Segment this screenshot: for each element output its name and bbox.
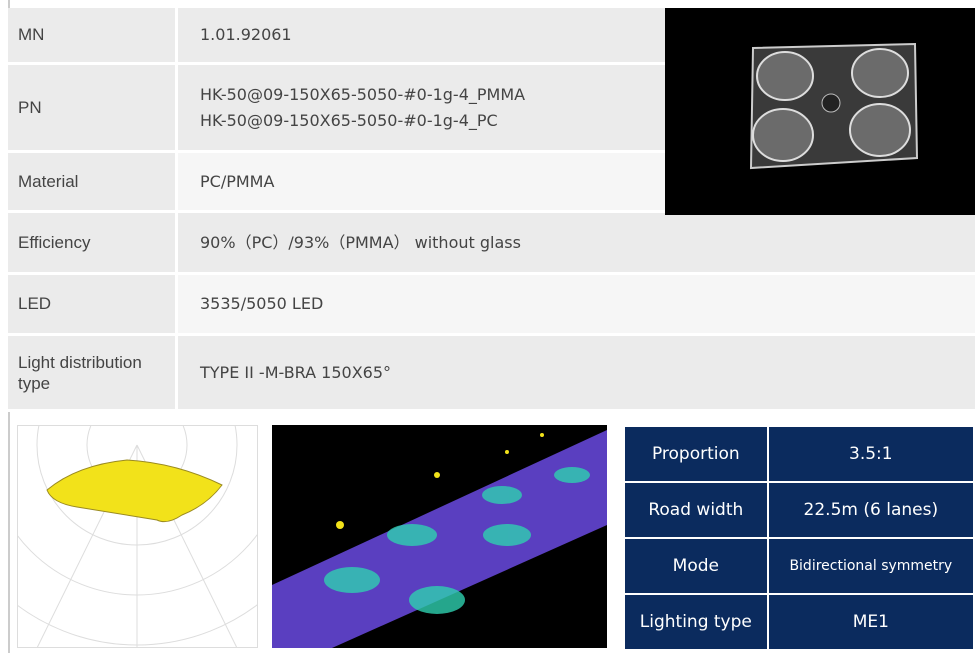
road-value: 22.5m (6 lanes): [766, 481, 975, 539]
value-line: 3535/5050 LED: [200, 294, 324, 313]
polar-diagram: [17, 425, 258, 648]
value-line: 1.01.92061: [200, 25, 292, 44]
road-row: Mode Bidirectional symmetry: [623, 537, 975, 595]
label: Light distribution type: [8, 336, 178, 409]
label: MN: [8, 8, 178, 62]
value: PC/PMMA: [178, 153, 975, 210]
road-label: Lighting type: [623, 593, 769, 651]
label: PN: [8, 65, 178, 150]
road-table: Proportion 3.5:1 Road width 22.5m (6 lanes…: [623, 425, 975, 651]
value: 1.01.92061: [178, 8, 975, 62]
road-value: 3.5:1: [766, 425, 975, 483]
road-value: Bidirectional symmetry: [766, 537, 975, 595]
label: LED: [8, 275, 178, 333]
spec-row: LED 3535/5050 LED: [8, 275, 975, 336]
road-label: Road width: [623, 481, 769, 539]
road-rendering: [272, 425, 607, 648]
road-label: Mode: [623, 537, 769, 595]
label: Material: [8, 153, 178, 210]
spec-row: Efficiency 90%（PC）/93%（PMMA） without glas…: [8, 213, 975, 275]
road-label: Proportion: [623, 425, 769, 483]
value-line: TYPE II -M-BRA 150X65°: [200, 362, 392, 382]
lens-image: [665, 8, 975, 215]
value: HK-50@09-150X65-5050-#0-1g-4_PMMA HK-50@0…: [178, 65, 975, 150]
value-line: HK-50@09-150X65-5050-#0-1g-4_PMMA: [200, 84, 526, 104]
spec-row: Light distribution type TYPE II -M-BRA 15…: [8, 336, 975, 412]
value-line: HK-50@09-150X65-5050-#0-1g-4_PC: [200, 110, 498, 130]
value: TYPE II -M-BRA 150X65°: [178, 336, 975, 409]
value: 3535/5050 LED: [178, 275, 975, 333]
road-row: Proportion 3.5:1: [623, 425, 975, 483]
value-line: 90%（PC）/93%（PMMA） without glass: [200, 232, 521, 252]
value-line: PC/PMMA: [200, 171, 275, 191]
label: Efficiency: [8, 213, 178, 272]
road-row: Lighting type ME1: [623, 593, 975, 651]
road-row: Road width 22.5m (6 lanes): [623, 481, 975, 539]
road-value: ME1: [766, 593, 975, 651]
value: 90%（PC）/93%（PMMA） without glass: [178, 213, 975, 272]
